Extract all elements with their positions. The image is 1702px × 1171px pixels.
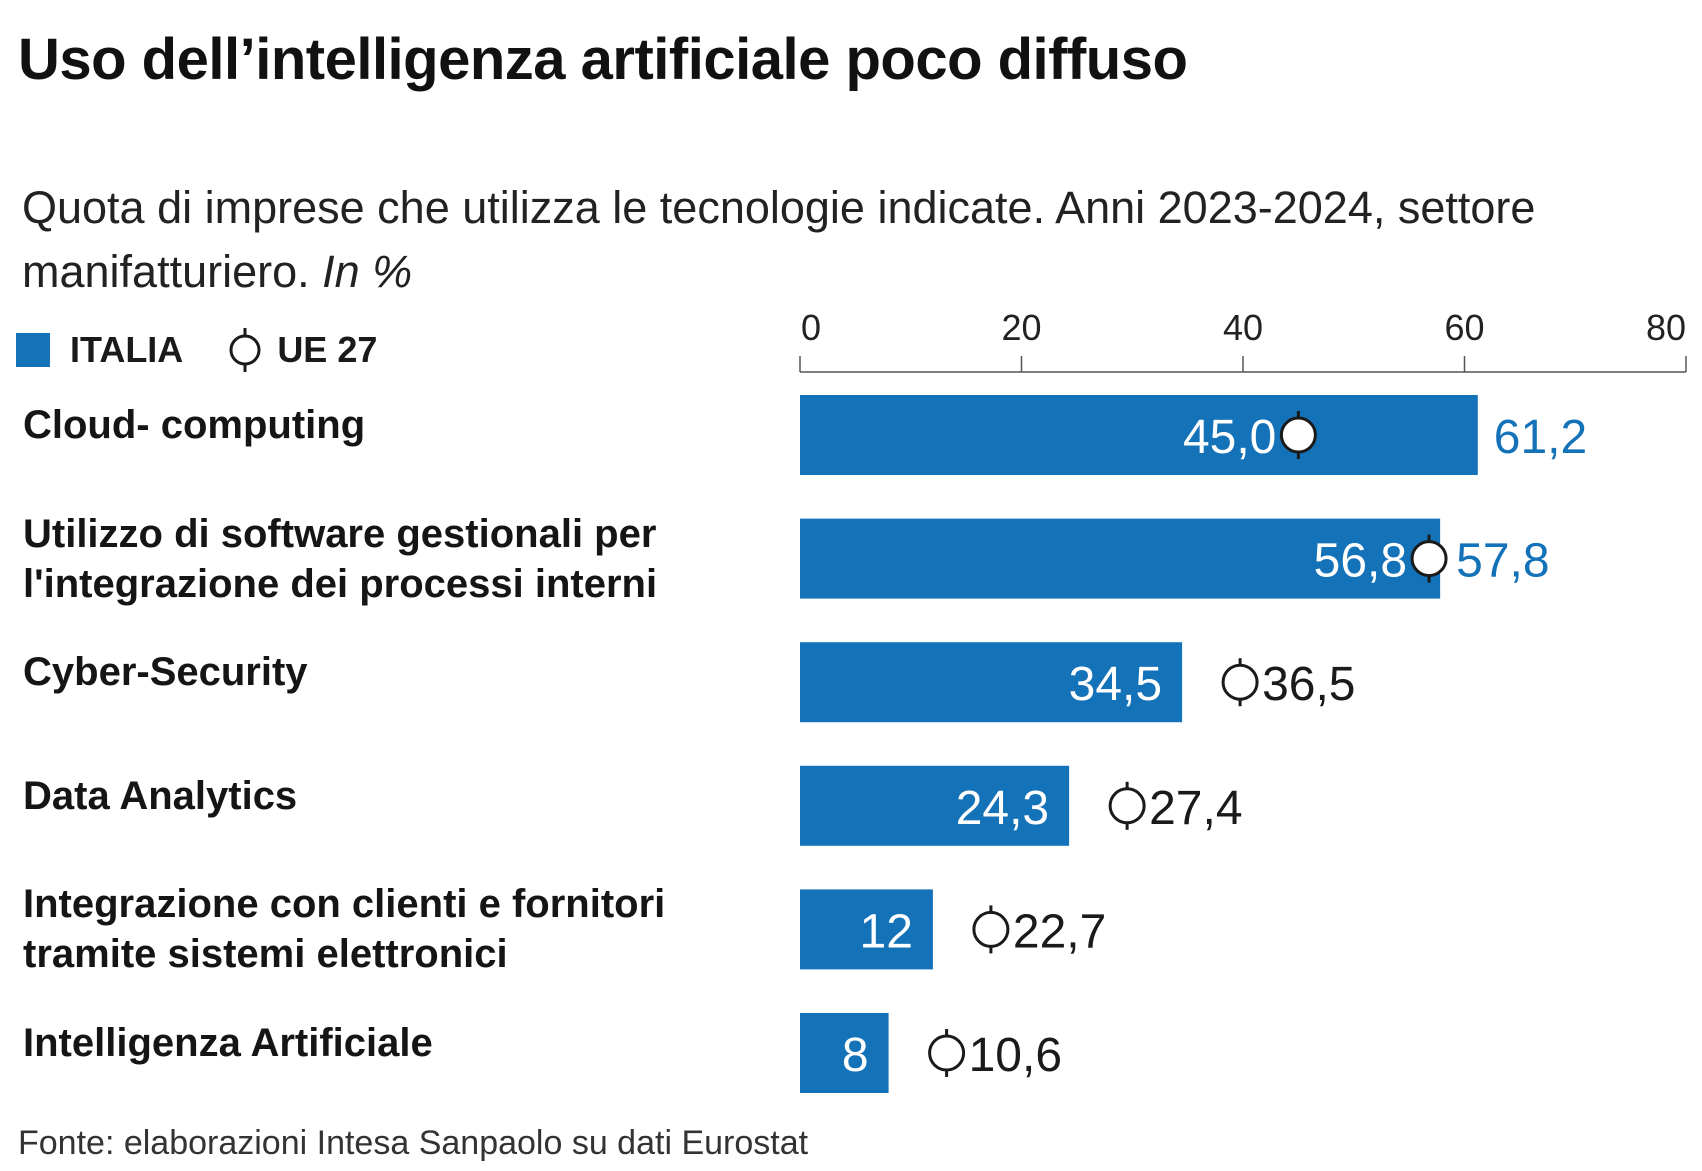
ue-marker xyxy=(928,1034,966,1072)
bar-value-label: 45,0 xyxy=(1183,411,1276,464)
bar-value-label: 12 xyxy=(860,905,913,958)
bar-value-label: 8 xyxy=(842,1029,869,1082)
bar-italia xyxy=(800,1013,889,1093)
bar-value-label: 34,5 xyxy=(1069,658,1162,711)
source-note: Fonte: elaborazioni Intesa Sanpaolo su d… xyxy=(18,1124,809,1162)
outside-value-label: 57,8 xyxy=(1456,535,1549,588)
x-tick-label: 80 xyxy=(1646,307,1686,348)
chart-title: Uso dell’intelligenza artificiale poco d… xyxy=(18,27,1188,92)
category-label: Data Analytics xyxy=(23,771,783,821)
ue-marker xyxy=(972,910,1010,948)
bar-italia xyxy=(800,889,933,970)
outside-value-label: 61,2 xyxy=(1494,411,1587,464)
category-label-line: Intelligenza Artificiale xyxy=(23,1021,433,1065)
bar-value-label: 56,8 xyxy=(1314,535,1407,588)
ue-marker xyxy=(1279,416,1317,454)
ue-marker xyxy=(1410,540,1448,578)
bar-italia xyxy=(800,518,1441,599)
ue-marker xyxy=(1221,663,1259,701)
outside-value-label: 36,5 xyxy=(1262,658,1355,711)
bar-italia xyxy=(800,642,1183,723)
category-label: Integrazione con clienti e fornitori tram… xyxy=(23,879,783,979)
legend-marker-ue-icon xyxy=(229,328,261,372)
outside-value-label: 22,7 xyxy=(1013,905,1106,958)
category-label-line: tramite sistemi elettronici xyxy=(23,932,508,977)
x-tick-label: 60 xyxy=(1444,307,1484,348)
x-tick-label: 0 xyxy=(801,307,821,348)
category-label: Intelligenza Artificiale xyxy=(23,1018,783,1068)
bar-italia xyxy=(800,765,1070,846)
category-label-line: Utilizzo di software gestionali per xyxy=(23,511,657,556)
x-tick-label: 20 xyxy=(1001,307,1041,348)
legend: ITALIA UE 27 xyxy=(16,328,377,372)
subtitle-unit: In % xyxy=(322,246,413,297)
bar-italia xyxy=(800,395,1478,475)
category-label-line: Integrazione con clienti e fornitori xyxy=(23,882,666,927)
category-label-line: Data Analytics xyxy=(23,773,298,818)
subtitle-text: Quota di imprese che utilizza le tecnolo… xyxy=(22,182,1536,297)
category-label: Cyber-Security xyxy=(23,647,783,697)
legend-label-ue: UE 27 xyxy=(277,329,378,370)
category-label-line: Cyber-Security xyxy=(23,650,308,695)
category-label-line: l'integrazione dei processi interni xyxy=(23,561,658,606)
category-label: Cloud- computing xyxy=(23,400,783,450)
x-tick-label: 40 xyxy=(1223,307,1263,348)
legend-swatch-italia xyxy=(16,333,50,367)
bar-value-label: 24,3 xyxy=(956,782,1049,835)
category-label: Utilizzo di software gestionali per l'int… xyxy=(23,509,783,609)
outside-value-label: 10,6 xyxy=(969,1029,1062,1082)
legend-label-italia: ITALIA xyxy=(70,329,184,370)
category-label-line: Cloud- computing xyxy=(23,403,366,447)
chart-subtitle: Quota di imprese che utilizza le tecnolo… xyxy=(22,176,1682,304)
outside-value-label: 27,4 xyxy=(1149,782,1242,835)
ue-marker xyxy=(1108,787,1146,825)
